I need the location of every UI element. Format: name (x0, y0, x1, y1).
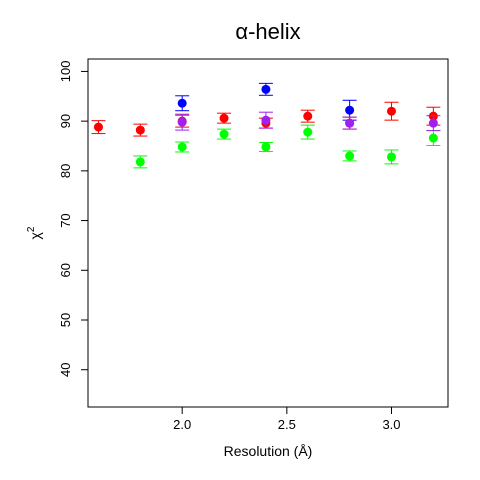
data-point (93, 122, 103, 132)
x-tick-label: 2.5 (278, 417, 296, 432)
data-point (261, 115, 271, 125)
y-axis-label-base: χ (27, 231, 43, 239)
plot-frame (87, 58, 449, 408)
y-axis: 40 50 60 70 80 90 100 (58, 61, 88, 377)
data-point (219, 129, 229, 139)
y-tick-label: 100 (58, 61, 73, 83)
data-point (135, 125, 145, 135)
x-tick-label: 3.0 (382, 417, 400, 432)
data-point (303, 127, 313, 137)
data-point (261, 142, 271, 152)
data-point (135, 157, 145, 167)
data-point (177, 117, 187, 127)
chart-title: α-helix (235, 19, 300, 44)
series-1 (133, 124, 441, 169)
x-axis: 2.0 2.5 3.0 (173, 407, 401, 432)
y-tick-label: 50 (58, 313, 73, 327)
series-3 (175, 111, 441, 132)
data-point (386, 152, 396, 162)
y-axis-label: χ2 (26, 226, 43, 239)
y-tick-label: 40 (58, 362, 73, 376)
data-point (345, 118, 355, 128)
y-tick-label: 80 (58, 164, 73, 178)
data-point (386, 106, 396, 116)
x-tick-label: 2.0 (173, 417, 191, 432)
data-point (219, 113, 229, 123)
data-point (345, 105, 355, 115)
data-point (261, 84, 271, 94)
data-point (345, 151, 355, 161)
data-point (303, 111, 313, 121)
data-point (177, 142, 187, 152)
y-tick-label: 70 (58, 213, 73, 227)
y-axis-label-superscript: 2 (26, 226, 37, 232)
data-marks (91, 82, 441, 169)
x-axis-label: Resolution (Å) (224, 443, 313, 459)
y-tick-label: 60 (58, 263, 73, 277)
data-point (428, 133, 438, 143)
y-tick-label: 90 (58, 114, 73, 128)
data-point (177, 98, 187, 108)
data-point (428, 118, 438, 128)
